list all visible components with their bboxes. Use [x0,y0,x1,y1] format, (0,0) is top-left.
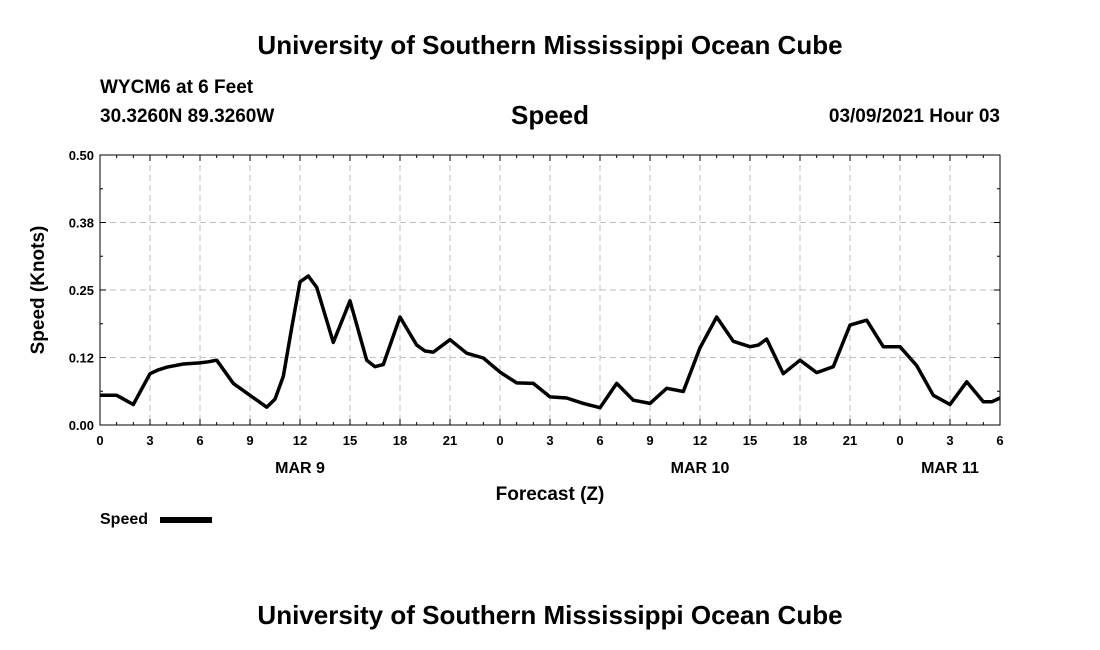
x-tick-label: 9 [646,433,653,448]
parameter-label: Speed [510,100,590,130]
x-tick-label: 18 [393,433,407,448]
legend: Speed [100,511,212,528]
x-tick-label: 0 [496,433,503,448]
x-tick-label: 6 [596,433,603,448]
x-tick-label: 3 [546,433,553,448]
date-label: MAR 11 [921,460,979,477]
date-label: MAR 9 [275,460,325,477]
x-tick-label: 6 [196,433,203,448]
y-tick-label: 0.38 [69,216,94,231]
station-label: WYCM6 at 6 Feet [100,77,254,98]
x-tick-label: 0 [96,433,103,448]
x-tick-label: 3 [946,433,953,448]
series-line-speed [100,274,1001,410]
chart-title-bottom: University of Southern Mississippi Ocean… [257,600,843,630]
x-tick-label: 6 [996,433,1003,448]
y-axis-title: Speed (Knots) [28,226,49,355]
legend-swatch [160,517,212,523]
x-tick-label: 18 [793,433,807,448]
x-tick-label: 9 [246,433,253,448]
date-label: MAR 10 [671,460,730,477]
y-tick-label: 0.12 [69,351,94,366]
x-tick-label: 15 [743,433,757,448]
timestamp-label: 03/09/2021 Hour 03 [828,106,1000,127]
y-tick-label: 0.00 [69,418,94,433]
x-axis-title: Forecast (Z) [496,484,605,505]
chart-title-top: University of Southern Mississippi Ocean… [257,30,843,60]
x-tick-label: 21 [843,433,857,448]
ticks-layer [99,154,1001,426]
x-tick-label: 12 [693,433,707,448]
labels-layer: 0 3 6 9 12 15 18 21 0 3 6 9 12 15 18 21 0 3 6 0.00 0.12 0.25 0… [69,148,1004,477]
coordinates-label: 30.3260N 89.3260W [100,106,275,127]
x-tick-label: 21 [443,433,457,448]
y-tick-label: 0.50 [69,148,94,163]
grid-layer [100,155,1000,425]
x-tick-label: 15 [343,433,357,448]
x-tick-label: 0 [896,433,903,448]
x-tick-label: 3 [146,433,153,448]
legend-label: Speed [100,511,148,528]
x-tick-label: 12 [293,433,307,448]
y-tick-label: 0.25 [69,283,94,298]
